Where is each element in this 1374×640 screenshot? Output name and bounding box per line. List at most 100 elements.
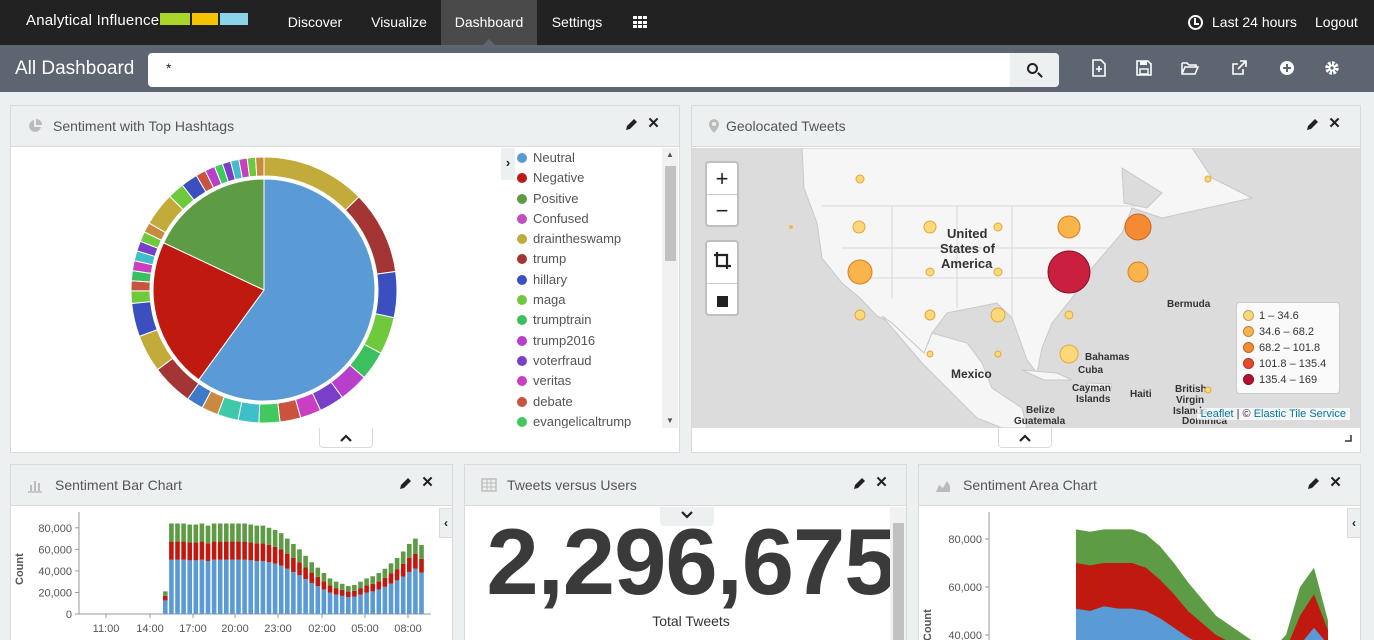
pie-ring-segment[interactable]	[131, 301, 158, 338]
bar-segment-positive[interactable]	[370, 576, 375, 584]
close-icon[interactable]: ✕	[1329, 474, 1342, 491]
area-series-neutral[interactable]	[1076, 606, 1328, 640]
bar-segment-neutral[interactable]	[419, 572, 424, 614]
bar-segment-positive[interactable]	[388, 563, 394, 574]
bar-segment-positive[interactable]	[260, 525, 266, 544]
map-marker[interactable]	[847, 259, 873, 285]
bar-segment-positive[interactable]	[382, 568, 388, 578]
bar-segment-neutral[interactable]	[327, 592, 333, 614]
bar-segment-negative[interactable]	[394, 569, 400, 581]
legend-item[interactable]: hillary	[517, 270, 671, 290]
close-icon[interactable]: ✕	[1328, 115, 1341, 132]
time-picker[interactable]: Last 24 hours	[1188, 0, 1297, 45]
search-button[interactable]	[1010, 53, 1059, 87]
bar-segment-negative[interactable]	[321, 581, 327, 590]
legend-item[interactable]: voterfraud	[517, 351, 671, 371]
bar-segment-negative[interactable]	[339, 589, 345, 596]
bar-segment-positive[interactable]	[346, 585, 351, 592]
bar-segment-neutral[interactable]	[224, 559, 229, 614]
bar-segment-positive[interactable]	[321, 573, 327, 582]
bar-segment-neutral[interactable]	[272, 563, 278, 614]
map-marker[interactable]	[852, 220, 866, 234]
new-dashboard-icon[interactable]	[1090, 59, 1108, 77]
bar-segment-neutral[interactable]	[321, 589, 327, 614]
close-icon[interactable]: ✕	[875, 474, 888, 491]
bar-segment-neutral[interactable]	[376, 589, 382, 614]
map-marker[interactable]	[855, 174, 865, 184]
map-marker[interactable]	[994, 350, 1002, 358]
map-marker[interactable]	[789, 225, 793, 229]
map-canvas[interactable]: United States of America Mexico Bermuda …	[692, 148, 1360, 428]
add-panel-icon[interactable]	[1278, 59, 1296, 77]
bar-segment-positive[interactable]	[291, 543, 296, 558]
bar-segment-neutral[interactable]	[358, 594, 363, 614]
bar-segment-neutral[interactable]	[315, 586, 321, 614]
bar-segment-negative[interactable]	[266, 545, 272, 563]
bar-segment-negative[interactable]	[285, 553, 290, 569]
bar-segment-positive[interactable]	[394, 557, 400, 570]
zoom-out-button[interactable]: −	[707, 194, 737, 225]
bar-segment-negative[interactable]	[303, 567, 308, 580]
close-icon[interactable]: ✕	[647, 115, 660, 132]
bar-segment-negative[interactable]	[407, 557, 412, 572]
map-marker[interactable]	[1204, 175, 1212, 183]
bar-segment-neutral[interactable]	[333, 594, 339, 614]
brand-name[interactable]: Analytical Influence	[26, 12, 160, 29]
bar-segment-negative[interactable]	[211, 541, 217, 560]
map-marker[interactable]	[993, 267, 1003, 277]
bar-segment-negative[interactable]	[181, 541, 186, 560]
elastic-tile-service-link[interactable]: Elastic Tile Service	[1253, 408, 1346, 420]
bar-segment-positive[interactable]	[303, 555, 308, 568]
map-marker[interactable]	[1127, 261, 1149, 283]
bar-segment-positive[interactable]	[419, 545, 424, 559]
bar-segment-negative[interactable]	[272, 546, 278, 564]
close-icon[interactable]: ✕	[421, 474, 434, 491]
bar-segment-neutral[interactable]	[260, 560, 266, 614]
bar-segment-neutral[interactable]	[303, 579, 308, 614]
bar-segment-positive[interactable]	[224, 523, 229, 542]
bar-segment-negative[interactable]	[346, 591, 351, 598]
bar-segment-negative[interactable]	[175, 541, 180, 560]
bar-segment-neutral[interactable]	[205, 560, 211, 614]
bar-segment-negative[interactable]	[169, 541, 174, 560]
metric-scroll-thumb[interactable]	[893, 523, 904, 640]
bar-segment-positive[interactable]	[187, 524, 192, 543]
legend-item[interactable]: Positive	[517, 189, 671, 209]
legend-item[interactable]: Negative	[517, 168, 671, 188]
pie-ring-segment[interactable]	[374, 270, 398, 319]
bar-segment-negative[interactable]	[419, 558, 424, 573]
map-marker[interactable]	[1047, 250, 1091, 294]
map-marker[interactable]	[1057, 215, 1081, 239]
bar-segment-neutral[interactable]	[169, 559, 174, 614]
map-marker[interactable]	[925, 267, 935, 277]
bar-segment-negative[interactable]	[254, 543, 260, 561]
bar-segment-neutral[interactable]	[242, 559, 247, 614]
legend-toggle[interactable]: ‹	[1347, 508, 1361, 538]
bar-segment-neutral[interactable]	[163, 600, 168, 614]
bar-segment-neutral[interactable]	[407, 571, 412, 614]
nav-visualize[interactable]: Visualize	[371, 14, 427, 30]
legend-item[interactable]: veritas	[517, 371, 671, 391]
bar-segment-neutral[interactable]	[346, 597, 351, 614]
bar-segment-positive[interactable]	[364, 578, 369, 586]
bar-segment-neutral[interactable]	[211, 559, 217, 614]
bar-segment-negative[interactable]	[291, 557, 296, 572]
legend-item[interactable]: trumptrain	[517, 310, 671, 330]
bar-segment-neutral[interactable]	[266, 562, 272, 614]
nav-dashboard[interactable]: Dashboard	[441, 0, 537, 45]
bar-segment-neutral[interactable]	[370, 591, 375, 614]
collapse-toggle[interactable]	[319, 428, 373, 448]
collapse-toggle[interactable]	[660, 507, 714, 526]
share-icon[interactable]	[1230, 59, 1248, 77]
bar-segment-positive[interactable]	[205, 525, 211, 544]
pie-slice-positive[interactable]	[162, 178, 265, 291]
bar-segment-negative[interactable]	[187, 542, 192, 561]
bar-segment-positive[interactable]	[400, 551, 406, 564]
bar-segment-neutral[interactable]	[254, 560, 260, 614]
bar-segment-negative[interactable]	[205, 543, 211, 561]
bar-segment-positive[interactable]	[407, 543, 412, 558]
map-marker[interactable]	[854, 309, 866, 321]
bar-segment-positive[interactable]	[211, 523, 217, 542]
scroll-down-arrow-icon[interactable]: ▼	[666, 416, 674, 425]
scroll-up-arrow-icon[interactable]: ▲	[666, 150, 674, 159]
